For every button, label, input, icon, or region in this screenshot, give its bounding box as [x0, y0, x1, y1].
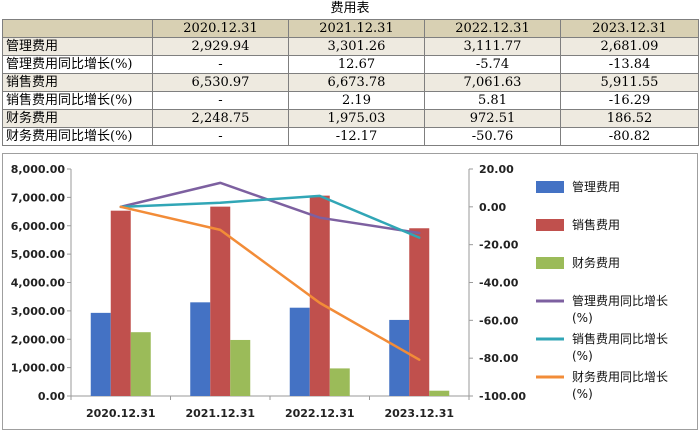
left-tick-label: 8,000.00 [11, 163, 66, 176]
table-cell: 6,673.78 [288, 73, 425, 92]
bar-1 [289, 307, 310, 396]
legend-swatch [536, 257, 564, 269]
legend-label: 财务费用 [572, 255, 620, 270]
bar-2 [210, 206, 231, 396]
left-tick-label: 7,000.00 [11, 191, 66, 204]
left-tick-label: 5,000.00 [11, 248, 66, 261]
row-label: 财务费用 [2, 109, 153, 128]
table-cell: 186.52 [560, 109, 699, 128]
legend-label: 销售费用同比增长 [572, 331, 668, 346]
table-cell: 2,681.09 [560, 37, 699, 56]
right-tick-label: -40.00 [479, 277, 519, 290]
left-tick-label: 2,000.00 [11, 333, 66, 346]
table-row: 财务费用同比增长(%) - -12.17 -50.76 -80.82 [2, 127, 699, 146]
table-cell: -16.29 [560, 91, 699, 110]
left-tick-label: 0.00 [38, 390, 65, 403]
x-tick-label: 2021.12.31 [185, 407, 255, 420]
legend-label: 销售费用 [572, 217, 620, 232]
table-row: 财务费用 2,248.75 1,975.03 972.51 186.52 [2, 109, 699, 128]
legend-swatch [536, 219, 564, 231]
legend-label: 管理费用 [572, 179, 620, 194]
legend-label: 管理费用同比增长 [572, 293, 668, 308]
chart-container: 0.00 1,000.00 2,000.00 3,000.00 4,000.00 5,00… [2, 153, 698, 430]
table-row: 管理费用 2,929.94 3,301.26 3,111.77 2,681.09 [2, 37, 699, 56]
right-tick-label: -100.00 [479, 390, 526, 403]
left-tick-label: 1,000.00 [11, 362, 66, 375]
row-label: 销售费用同比增长(%) [2, 91, 153, 110]
table-cell: 2,248.75 [152, 109, 289, 128]
legend-label: (%) [572, 311, 593, 325]
table-cell: -80.82 [560, 127, 699, 146]
bar-2 [409, 228, 430, 396]
table-cell: 3,111.77 [424, 37, 561, 56]
expense-chart: 0.00 1,000.00 2,000.00 3,000.00 4,000.00 5,00… [11, 163, 668, 420]
x-tick-label: 2023.12.31 [384, 407, 454, 420]
bar-3 [329, 368, 350, 396]
table-cell: 7,061.63 [424, 73, 561, 92]
bar-1 [190, 302, 211, 396]
bar-3 [230, 339, 251, 396]
right-tick-label: 0.00 [479, 201, 506, 214]
left-tick-label: 4,000.00 [11, 277, 66, 290]
table-cell: 972.51 [424, 109, 561, 128]
table-cell: - [152, 55, 289, 74]
column-header: 2020.12.31 [152, 19, 289, 38]
table-cell: 3,301.26 [288, 37, 425, 56]
x-tick-label: 2020.12.31 [86, 407, 156, 420]
legend-swatch [536, 181, 564, 193]
bar-1 [90, 312, 111, 396]
bar-1 [389, 319, 410, 396]
table-cell: 5.81 [424, 91, 561, 110]
left-tick-label: 6,000.00 [11, 220, 66, 233]
table-row: 销售费用同比增长(%) - 2.19 5.81 -16.29 [2, 91, 699, 110]
table-row: 管理费用同比增长(%) - 12.67 -5.74 -13.84 [2, 55, 699, 74]
right-tick-label: -60.00 [479, 314, 519, 327]
column-header [2, 19, 153, 38]
column-header: 2023.12.31 [560, 19, 699, 38]
right-tick-label: -80.00 [479, 352, 519, 365]
table-cell: 12.67 [288, 55, 425, 74]
table-cell: -12.17 [288, 127, 425, 146]
legend-label: (%) [572, 349, 593, 363]
table-cell: - [152, 127, 289, 146]
table-cell: -5.74 [424, 55, 561, 74]
table-cell: 1,975.03 [288, 109, 425, 128]
table-cell: 6,530.97 [152, 73, 289, 92]
bar-2 [309, 195, 330, 396]
row-label: 财务费用同比增长(%) [2, 127, 153, 146]
table-row: 销售费用 6,530.97 6,673.78 7,061.63 5,911.55 [2, 73, 699, 92]
x-tick-label: 2022.12.31 [285, 407, 355, 420]
table-title: 费用表 [330, 1, 370, 16]
column-header: 2021.12.31 [288, 19, 425, 38]
table-cell: - [152, 91, 289, 110]
bar-2 [110, 210, 131, 396]
table-cell: 2.19 [288, 91, 425, 110]
table-cell: 2,929.94 [152, 37, 289, 56]
row-label: 管理费用同比增长(%) [2, 55, 153, 74]
legend-label: 财务费用同比增长 [572, 369, 668, 384]
table-header-row: 2020.12.31 2021.12.31 2022.12.31 2023.12… [2, 19, 699, 38]
series-line-1 [119, 181, 421, 235]
right-tick-label: 20.00 [479, 163, 514, 176]
table-cell: -50.76 [424, 127, 561, 146]
column-header: 2022.12.31 [424, 19, 561, 38]
bar-3 [130, 332, 151, 396]
row-label: 销售费用 [2, 73, 153, 92]
row-label: 管理费用 [2, 37, 153, 56]
table-cell: 5,911.55 [560, 73, 699, 92]
series-line-2 [119, 194, 421, 239]
left-tick-label: 3,000.00 [11, 305, 66, 318]
table-cell: -13.84 [560, 55, 699, 74]
legend-label: (%) [572, 387, 593, 401]
series-line-3 [119, 205, 421, 361]
expense-table: 2020.12.31 2021.12.31 2022.12.31 2023.12… [2, 19, 699, 146]
bar-3 [429, 390, 450, 396]
right-tick-label: -20.00 [479, 239, 519, 252]
